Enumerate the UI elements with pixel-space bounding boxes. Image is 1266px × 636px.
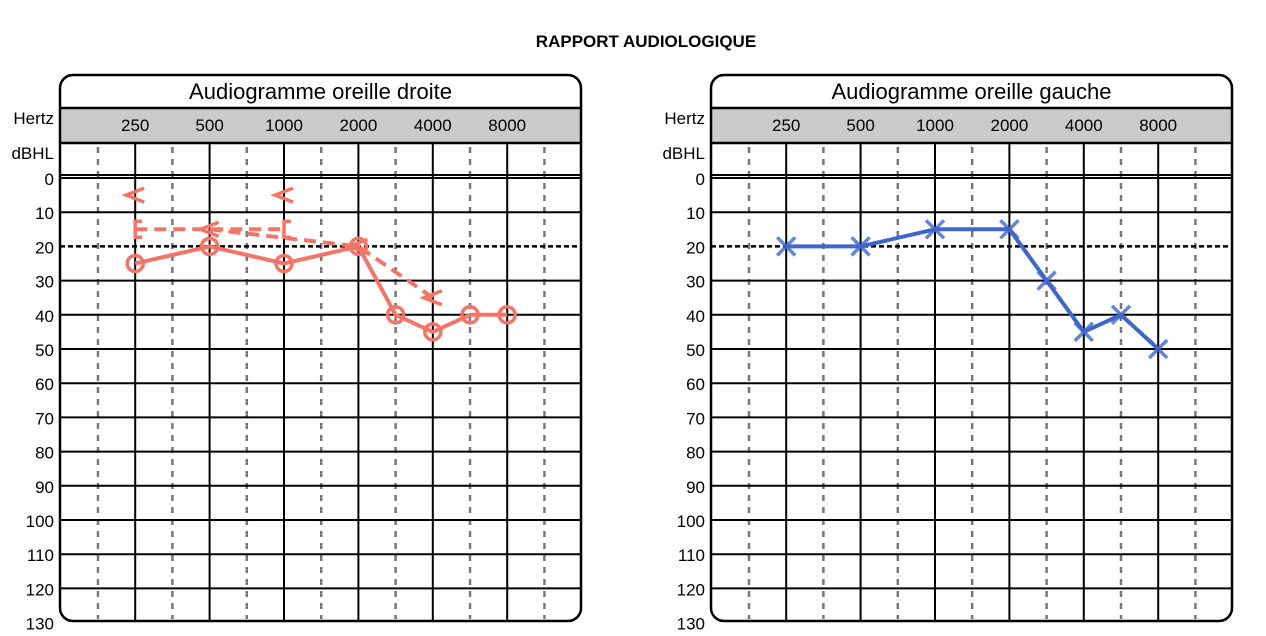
circle-marker-icon bbox=[385, 305, 406, 325]
circle-marker-icon bbox=[423, 322, 443, 342]
frequency-header-band bbox=[711, 108, 1232, 143]
frequency-label: 8000 bbox=[1139, 116, 1177, 135]
db-tick-label: 50 bbox=[35, 341, 54, 360]
frequency-label: 2000 bbox=[990, 116, 1028, 135]
db-tick-label: 50 bbox=[686, 341, 705, 360]
db-tick-label: 40 bbox=[35, 307, 54, 326]
db-tick-label: 80 bbox=[686, 444, 705, 463]
dbhl-axis-label: dBHL bbox=[662, 144, 705, 163]
cross-marker-icon bbox=[850, 236, 871, 257]
circle-marker-icon bbox=[274, 253, 294, 274]
cross-marker-icon bbox=[924, 219, 946, 240]
cross-marker-icon bbox=[775, 236, 797, 257]
frequency-header-band bbox=[60, 108, 581, 143]
cross-marker-icon bbox=[1073, 321, 1095, 343]
chart-title: Audiogramme oreille gauche bbox=[831, 79, 1111, 104]
db-tick-label: 110 bbox=[678, 546, 705, 565]
circle-marker-icon bbox=[199, 236, 220, 257]
frequency-label: 4000 bbox=[414, 116, 452, 135]
db-tick-label: 100 bbox=[677, 512, 705, 531]
chevron-marker-icon bbox=[344, 237, 369, 256]
db-tick-label: 30 bbox=[35, 273, 54, 292]
db-tick-label: 110 bbox=[27, 546, 54, 565]
frequency-label: 500 bbox=[195, 116, 223, 135]
chart-frame bbox=[709, 73, 1234, 623]
db-tick-label: 60 bbox=[686, 375, 705, 394]
db-tick-label: 130 bbox=[26, 615, 54, 634]
db-tick-label: 40 bbox=[686, 307, 705, 326]
circle-marker-icon bbox=[460, 305, 480, 325]
db-tick-label: 130 bbox=[677, 615, 705, 634]
frequency-label: 1000 bbox=[265, 116, 303, 135]
cross-marker-icon bbox=[1147, 338, 1169, 360]
frequency-label: 4000 bbox=[1065, 116, 1103, 135]
db-tick-label: 0 bbox=[696, 170, 705, 189]
frequency-label: 2000 bbox=[339, 116, 377, 135]
db-tick-label: 10 bbox=[686, 204, 705, 223]
db-tick-label: 70 bbox=[686, 409, 705, 428]
db-tick-label: 20 bbox=[686, 238, 705, 257]
bracket-marker-icon bbox=[133, 219, 143, 240]
db-tick-label: 80 bbox=[35, 444, 54, 463]
db-tick-label: 120 bbox=[26, 580, 54, 599]
cross-marker-icon bbox=[999, 219, 1020, 240]
cross-marker-icon bbox=[1110, 304, 1132, 326]
db-tick-label: 60 bbox=[35, 375, 54, 394]
hertz-axis-label: Hertz bbox=[664, 109, 705, 128]
chevron-marker-icon bbox=[195, 220, 220, 238]
db-tick-label: 90 bbox=[686, 478, 705, 497]
circle-marker-icon bbox=[125, 253, 145, 274]
db-tick-label: 90 bbox=[35, 478, 54, 497]
db-tick-label: 100 bbox=[26, 512, 54, 531]
frequency-label: 250 bbox=[772, 116, 800, 135]
db-tick-label: 120 bbox=[677, 580, 705, 599]
air-conduction-line bbox=[786, 227, 1160, 351]
chevron-marker-icon bbox=[270, 186, 294, 204]
frequency-label: 250 bbox=[121, 116, 149, 135]
frequency-label: 8000 bbox=[488, 116, 526, 135]
frequency-label: 1000 bbox=[916, 116, 954, 135]
dbhl-axis-label: dBHL bbox=[11, 144, 54, 163]
db-tick-label: 0 bbox=[45, 170, 54, 189]
chart-title: Audiogramme oreille droite bbox=[189, 79, 452, 104]
cross-marker-icon bbox=[1036, 270, 1057, 291]
bone-conduction-line bbox=[209, 227, 434, 300]
chart-frame bbox=[58, 73, 583, 623]
frequency-label: 500 bbox=[846, 116, 874, 135]
db-tick-label: 70 bbox=[35, 409, 54, 428]
db-tick-label: 20 bbox=[35, 238, 54, 257]
circle-marker-icon bbox=[497, 305, 517, 325]
db-tick-label: 10 bbox=[35, 204, 54, 223]
chevron-marker-icon bbox=[418, 289, 443, 307]
hertz-axis-label: Hertz bbox=[13, 109, 54, 128]
report-title: RAPPORT AUDIOLOGIQUE bbox=[535, 32, 757, 51]
chevron-marker-icon bbox=[121, 186, 145, 204]
db-tick-label: 30 bbox=[686, 273, 705, 292]
